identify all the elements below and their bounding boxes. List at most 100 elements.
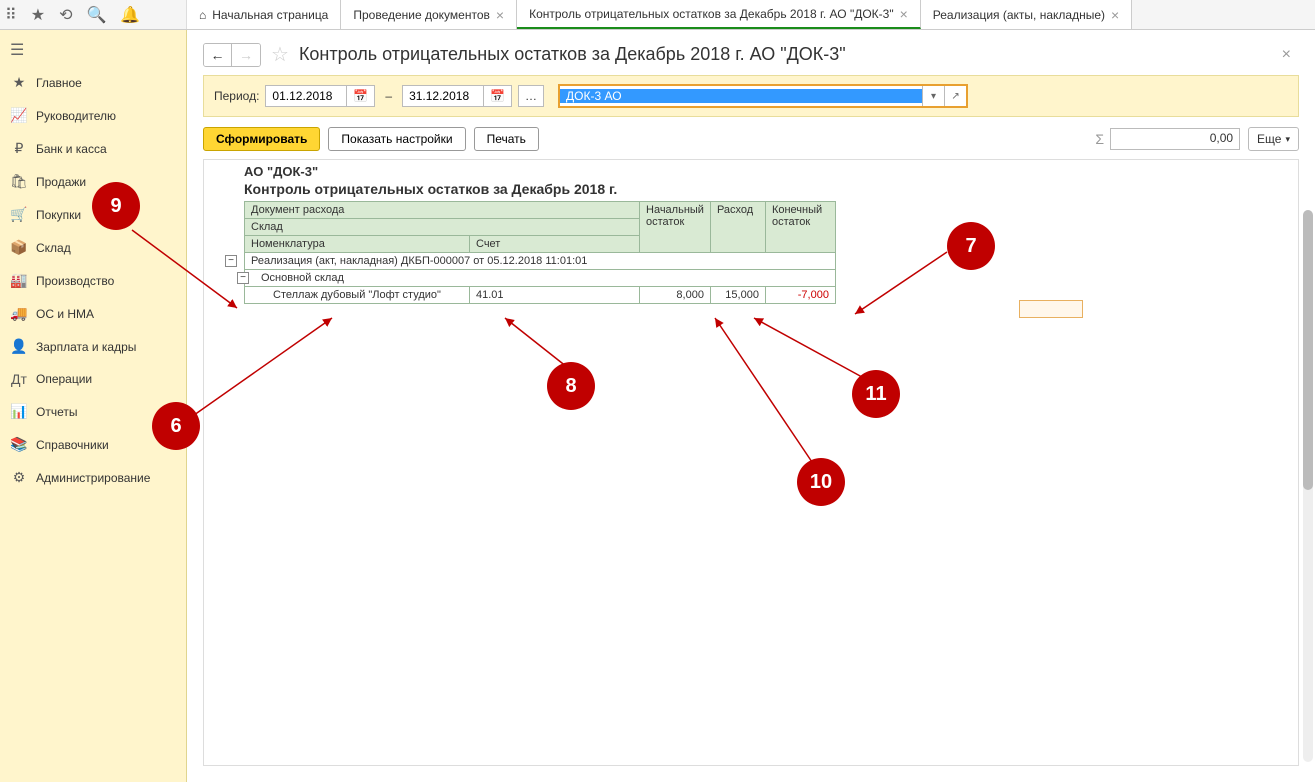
form-button[interactable]: Сформировать: [203, 127, 320, 151]
tab-label: Контроль отрицательных остатков за Декаб…: [529, 7, 894, 21]
more-button[interactable]: Еще▾: [1248, 127, 1299, 151]
apps-icon[interactable]: ⠿: [5, 5, 17, 25]
callout-8: 8: [547, 362, 595, 410]
filter-bar: Период: 📅 – 📅 … ▾ ↗: [203, 75, 1299, 117]
action-bar: Сформировать Показать настройки Печать Σ…: [203, 127, 1299, 151]
highlight-box: [1019, 300, 1083, 318]
burger-icon[interactable]: ☰: [0, 34, 186, 66]
sidebar-label: Зарплата и кадры: [36, 340, 136, 354]
sidebar-item[interactable]: 🛍Продажи: [0, 165, 186, 198]
sidebar-item[interactable]: ₽Банк и касса: [0, 132, 186, 165]
tabs: ⌂ Начальная страница Проведение документов…: [187, 0, 1132, 29]
hdr-end: Конечный остаток: [765, 202, 835, 253]
date-to-input[interactable]: [403, 89, 483, 103]
callout-9: 9: [92, 182, 140, 230]
report-org: АО "ДОК-3": [244, 160, 1298, 179]
sidebar: ☰ ★ Главное 📈Руководителю₽Банк и касса🛍Про…: [0, 30, 187, 782]
favorite-icon[interactable]: ☆: [271, 42, 289, 67]
org-input[interactable]: [560, 89, 922, 103]
sidebar-item[interactable]: ★ Главное: [0, 66, 186, 99]
nav-back-button[interactable]: ←: [204, 44, 232, 66]
home-icon: ⌂: [199, 8, 206, 22]
date-to-box: 📅: [402, 85, 512, 107]
hdr-nomen: Номенклатура: [245, 236, 470, 253]
sidebar-label: Склад: [36, 241, 71, 255]
sidebar-label: Справочники: [36, 438, 109, 452]
sidebar-icon: 📚: [10, 436, 28, 453]
tab[interactable]: Контроль отрицательных остатков за Декаб…: [517, 0, 921, 29]
report-table: Документ расхода Начальный остаток Расхо…: [244, 201, 836, 304]
sidebar-label: Продажи: [36, 175, 86, 189]
date-from-input[interactable]: [266, 89, 346, 103]
sidebar-icon: 🚚: [10, 305, 28, 322]
val-start: 8,000: [640, 287, 711, 304]
sidebar-icon: 👤: [10, 338, 28, 355]
sidebar-label: Покупки: [36, 208, 81, 222]
sidebar-label: Производство: [36, 274, 114, 288]
history-icon[interactable]: ⟲: [59, 5, 72, 25]
page-title: Контроль отрицательных остатков за Декаб…: [299, 44, 846, 65]
calendar-to-icon[interactable]: 📅: [483, 86, 511, 106]
page-header: ← → ☆ Контроль отрицательных остатков за…: [187, 30, 1315, 75]
show-settings-button[interactable]: Показать настройки: [328, 127, 465, 151]
val-rash: 15,000: [710, 287, 765, 304]
tab-close-icon[interactable]: ×: [1111, 7, 1119, 23]
sidebar-label: Главное: [36, 76, 82, 90]
period-picker-button[interactable]: …: [518, 85, 544, 107]
row-sklad[interactable]: − Основной склад: [245, 270, 836, 287]
row-acct: 41.01: [470, 287, 640, 304]
tab-close-icon[interactable]: ×: [900, 6, 908, 22]
close-page-icon[interactable]: ×: [1282, 46, 1299, 64]
tab-label: Реализация (акты, накладные): [933, 8, 1105, 22]
sidebar-item[interactable]: 👤 Зарплата и кадры: [0, 330, 186, 363]
tab-label: Начальная страница: [212, 8, 328, 22]
row-doc[interactable]: − Реализация (акт, накладная) ДКБП-00000…: [245, 253, 836, 270]
tab[interactable]: ⌂ Начальная страница: [187, 0, 341, 29]
sidebar-label: Отчеты: [36, 405, 77, 419]
toolbar-icons: ⠿ ★ ⟲ 🔍 🔔: [0, 0, 187, 29]
hdr-sklad: Склад: [245, 219, 640, 236]
tab-label: Проведение документов: [353, 8, 490, 22]
callout-7: 7: [947, 222, 995, 270]
val-end: -7,000: [765, 287, 835, 304]
sidebar-icon: 🛒: [10, 206, 28, 223]
sidebar-item[interactable]: ⚙ Администрирование: [0, 461, 186, 494]
date-from-box: 📅: [265, 85, 375, 107]
sidebar-item[interactable]: 🏭Производство: [0, 264, 186, 297]
bell-icon[interactable]: 🔔: [120, 5, 140, 25]
sidebar-item[interactable]: ДтОперации: [0, 363, 186, 395]
sidebar-icon: ⚙: [10, 469, 28, 486]
star-icon[interactable]: ★: [31, 5, 45, 25]
sidebar-label: Руководителю: [36, 109, 116, 123]
callout-6: 6: [152, 402, 200, 450]
sidebar-label: Операции: [36, 372, 92, 386]
tab[interactable]: Реализация (акты, накладные) ×: [921, 0, 1132, 29]
calendar-from-icon[interactable]: 📅: [346, 86, 374, 106]
callout-11: 11: [852, 370, 900, 418]
report-title: Контроль отрицательных остатков за Декаб…: [244, 179, 1298, 201]
tree-toggle2-icon[interactable]: −: [237, 272, 249, 284]
scrollbar[interactable]: [1303, 210, 1313, 762]
tree-toggle-icon[interactable]: −: [225, 255, 237, 267]
org-dropdown-icon[interactable]: ▾: [922, 86, 944, 106]
sigma-icon: Σ: [1095, 131, 1104, 147]
sidebar-item[interactable]: 🚚ОС и НМА: [0, 297, 186, 330]
sidebar-item[interactable]: 📈Руководителю: [0, 99, 186, 132]
sidebar-item[interactable]: 📦Склад: [0, 231, 186, 264]
report-area: АО "ДОК-3" Контроль отрицательных остатк…: [203, 159, 1299, 766]
hdr-doc: Документ расхода: [245, 202, 640, 219]
sidebar-icon: 📊: [10, 403, 28, 420]
report-inner: АО "ДОК-3" Контроль отрицательных остатк…: [204, 160, 1298, 304]
sidebar-icon: ★: [10, 74, 28, 91]
print-button[interactable]: Печать: [474, 127, 539, 151]
org-open-icon[interactable]: ↗: [944, 86, 966, 106]
row-item[interactable]: Стеллаж дубовый "Лофт студио": [245, 287, 470, 304]
nav-fwd-button[interactable]: →: [232, 44, 260, 66]
hdr-acct: Счет: [470, 236, 640, 253]
hdr-rash: Расход: [710, 202, 765, 253]
search-icon[interactable]: 🔍: [86, 5, 106, 25]
tab[interactable]: Проведение документов ×: [341, 0, 517, 29]
tab-close-icon[interactable]: ×: [496, 7, 504, 23]
period-label: Период:: [214, 89, 259, 103]
sidebar-label: Администрирование: [36, 471, 150, 485]
